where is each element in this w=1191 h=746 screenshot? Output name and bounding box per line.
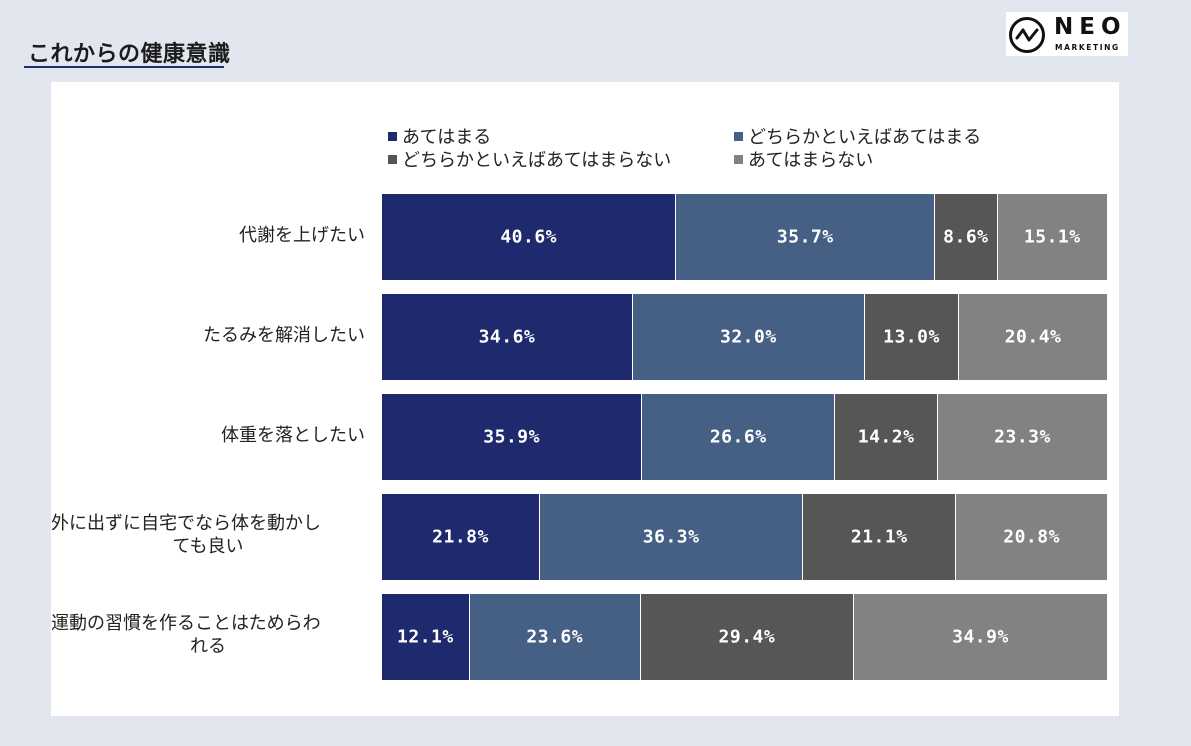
bar-row: 35.9% 26.6% 14.2% 23.3% — [382, 394, 1107, 480]
category-label-line: ても良い — [172, 536, 244, 557]
legend-swatch — [388, 155, 397, 164]
data-label: 35.9% — [483, 426, 540, 448]
bar-segment: 20.8% — [956, 494, 1107, 580]
bar-segment: 34.9% — [853, 594, 1107, 680]
bar-segment: 40.6% — [382, 194, 677, 280]
bar-segment: 13.0% — [864, 294, 960, 380]
data-label: 8.6% — [943, 226, 989, 248]
category-label-line: 運動の習慣を作ることはためらわ — [51, 613, 321, 634]
data-label: 14.2% — [857, 426, 915, 448]
bar-segment: 36.3% — [540, 494, 804, 580]
bar-segment: 21.8% — [382, 494, 541, 580]
bar-segment: 12.1% — [382, 594, 470, 680]
bar-segment: 34.6% — [382, 294, 633, 380]
category-label: 運動の習慣を作ることはためらわ れる — [51, 612, 365, 658]
legend-item: どちらかといえばあてはまる — [734, 126, 981, 149]
data-label: 20.4% — [1004, 326, 1062, 348]
data-label: 29.4% — [718, 626, 776, 648]
bar-row: 21.8% 36.3% 21.1% 20.8% — [382, 494, 1107, 580]
bar-segment: 21.1% — [803, 494, 957, 580]
legend-label: どちらかといえばあてはまらない — [402, 150, 672, 171]
page-title: これからの健康意識 — [28, 42, 231, 67]
data-label: 12.1% — [397, 626, 454, 648]
data-label: 34.6% — [478, 326, 536, 348]
bar-segment: 20.4% — [959, 294, 1107, 380]
legend-swatch — [734, 132, 743, 141]
legend-item: どちらかといえばあてはまらない — [388, 149, 734, 172]
logo-subtext: MARKETING — [1055, 43, 1120, 52]
bar-segment: 8.6% — [935, 194, 998, 280]
category-label-line: れる — [190, 636, 226, 657]
category-label: たるみを解消したい — [45, 324, 365, 347]
category-label-line: たるみを解消したい — [203, 324, 365, 346]
data-label: 20.8% — [1003, 526, 1060, 548]
data-label: 13.0% — [883, 326, 940, 348]
category-label: 外に出ずに自宅でなら体を動かし ても良い — [51, 512, 365, 558]
data-label: 21.8% — [432, 526, 489, 548]
bar-segment: 35.9% — [382, 394, 643, 480]
bar-row: 40.6% 35.7% 8.6% 15.1% — [382, 194, 1107, 280]
legend-swatch — [388, 132, 397, 141]
bar-segment: 23.6% — [469, 594, 641, 680]
category-label: 体重を落としたい — [45, 424, 365, 447]
category-label-line: 外に出ずに自宅でなら体を動かし — [51, 513, 321, 534]
bar-row: 34.6% 32.0% 13.0% 20.4% — [382, 294, 1107, 380]
title-underline — [24, 66, 224, 68]
legend-item: あてはまらない — [734, 149, 873, 172]
bar-segment: 26.6% — [642, 394, 836, 480]
bar-segment: 35.7% — [676, 194, 936, 280]
bar-segment: 23.3% — [938, 394, 1107, 480]
category-label-line: 体重を落としたい — [221, 424, 365, 446]
category-label: 代謝を上げたい — [45, 224, 365, 247]
logo-mark-icon — [1009, 17, 1045, 53]
legend-swatch — [734, 155, 743, 164]
neo-marketing-logo: NEO MARKETING — [1006, 12, 1128, 56]
logo-text: NEO — [1054, 14, 1127, 40]
data-label: 23.6% — [526, 626, 584, 648]
data-label: 40.6% — [500, 226, 558, 248]
bar-segment: 15.1% — [997, 194, 1107, 280]
data-label: 21.1% — [850, 526, 908, 548]
legend-label: どちらかといえばあてはまる — [748, 127, 982, 148]
data-label: 26.6% — [709, 426, 767, 448]
data-label: 23.3% — [994, 426, 1051, 448]
legend-item: あてはまる — [388, 126, 734, 149]
bar-row: 12.1% 23.6% 29.4% 34.9% — [382, 594, 1107, 680]
legend-label: あてはまらない — [748, 150, 874, 171]
category-label-line: 代謝を上げたい — [239, 224, 365, 246]
data-label: 15.1% — [1023, 226, 1081, 248]
data-label: 36.3% — [642, 526, 700, 548]
bar-segment: 14.2% — [835, 394, 939, 480]
bar-segment: 32.0% — [632, 294, 865, 380]
data-label: 32.0% — [720, 326, 777, 348]
data-label: 35.7% — [776, 226, 834, 248]
data-label: 34.9% — [952, 626, 1009, 648]
bar-segment: 29.4% — [640, 594, 854, 680]
chart-legend: あてはまる どちらかといえばあてはまる どちらかといえばあてはまらない あてはま… — [388, 126, 981, 172]
legend-label: あてはまる — [402, 127, 492, 148]
